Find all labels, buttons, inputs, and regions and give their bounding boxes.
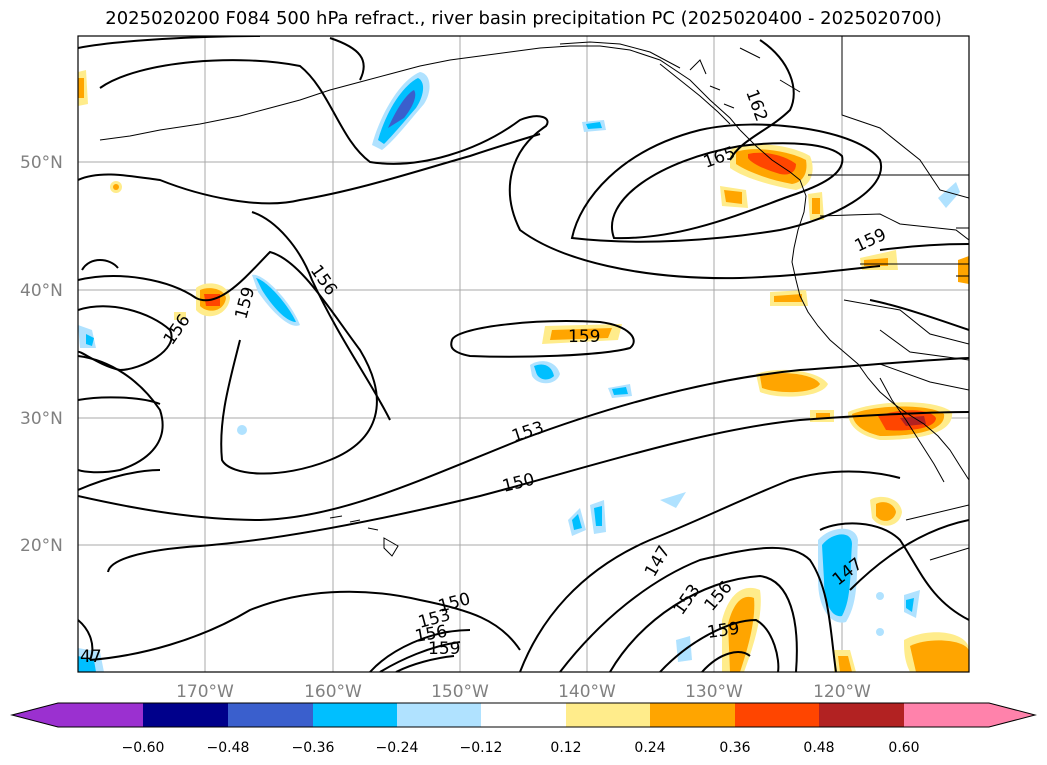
lon-label: 160°W [304,682,362,702]
contour-label: 159 [568,327,600,347]
coastlines [99,36,969,561]
contour-162 [729,39,795,161]
colorbar-tick-label: −0.12 [460,740,503,756]
contour-150 [107,411,969,573]
contour-label: 159 [706,619,741,643]
lon-label: 120°W [813,682,871,702]
latitude-labels: 50°N 40°N 30°N 20°N [20,153,63,556]
colorbar-boxes [10,702,1037,728]
colorbar-tick-label: 0.12 [550,740,581,756]
contour-159-loop [450,320,635,358]
lat-label: 40°N [20,281,63,301]
contour-153 [78,357,969,522]
colorbar-tick-label: 0.36 [719,740,750,756]
colorbar-segment [566,703,650,727]
colorbar-segment [650,703,735,727]
colorbar-segment [58,703,143,727]
colorbar-segment [735,703,819,727]
contour-165-loop [611,142,844,240]
colorbar-extend-low [12,703,59,727]
lat-label: 50°N [20,153,63,173]
colorbar-tick-label: −0.60 [122,740,165,756]
colorbar-outline [10,702,1037,728]
colorbar: −0.60 −0.48 −0.36 −0.24 −0.12 0.12 0.24 … [10,702,1037,756]
longitude-labels: 170°W 160°W 150°W 140°W 130°W 120°W [176,682,871,702]
precip-anomaly-fills [78,70,969,672]
contour-label: 159 [852,225,890,257]
colorbar-segment [481,703,566,727]
lon-label: 150°W [431,682,489,702]
na-west-coast [739,129,969,481]
hawaii [329,515,399,557]
map-title: 2025020200 F084 500 hPa refract., river … [105,8,942,29]
contour-label: 153 [509,418,546,447]
colorbar-extend-high [988,703,1035,727]
lon-label: 140°W [558,682,616,702]
colorbar-segment [313,703,397,727]
contour-147-south [519,470,901,672]
lon-label: 170°W [176,682,234,702]
colorbar-segment [228,703,313,727]
contour-label: 150 [500,470,536,497]
contour-label: 162 [741,87,771,124]
colorbar-tick-label: −0.36 [292,740,335,756]
colorbar-tick-label: −0.24 [376,740,419,756]
lat-label: 30°N [20,409,63,429]
contour-label: 159 [428,639,460,659]
alaska-coast [99,45,741,141]
colorbar-segment [904,703,989,727]
colorbar-tick-label: 0.24 [634,740,665,756]
colorbar-segment [397,703,481,727]
contour-label: 47 [80,647,102,667]
colorbar-tick-label: 0.60 [888,740,919,756]
map-panel: 162 165 159 156 159 156 159 153 150 147 … [78,36,969,672]
colorbar-tick-label: −0.48 [207,740,250,756]
colorbar-tick-label: 0.48 [803,740,834,756]
contour-156-west [78,250,378,475]
lat-label: 20°N [20,536,63,556]
contour-150-south [89,590,521,661]
colorbar-segment [819,703,904,727]
colorbar-segment [143,703,228,727]
contour-label: 153 [670,581,705,619]
height-contours [78,36,969,672]
colorbar-ticks: −0.60 −0.48 −0.36 −0.24 −0.12 0.12 0.24 … [122,740,920,756]
map-frame [77,35,970,673]
lon-label: 130°W [685,682,743,702]
contour-label: 156 [160,311,195,349]
